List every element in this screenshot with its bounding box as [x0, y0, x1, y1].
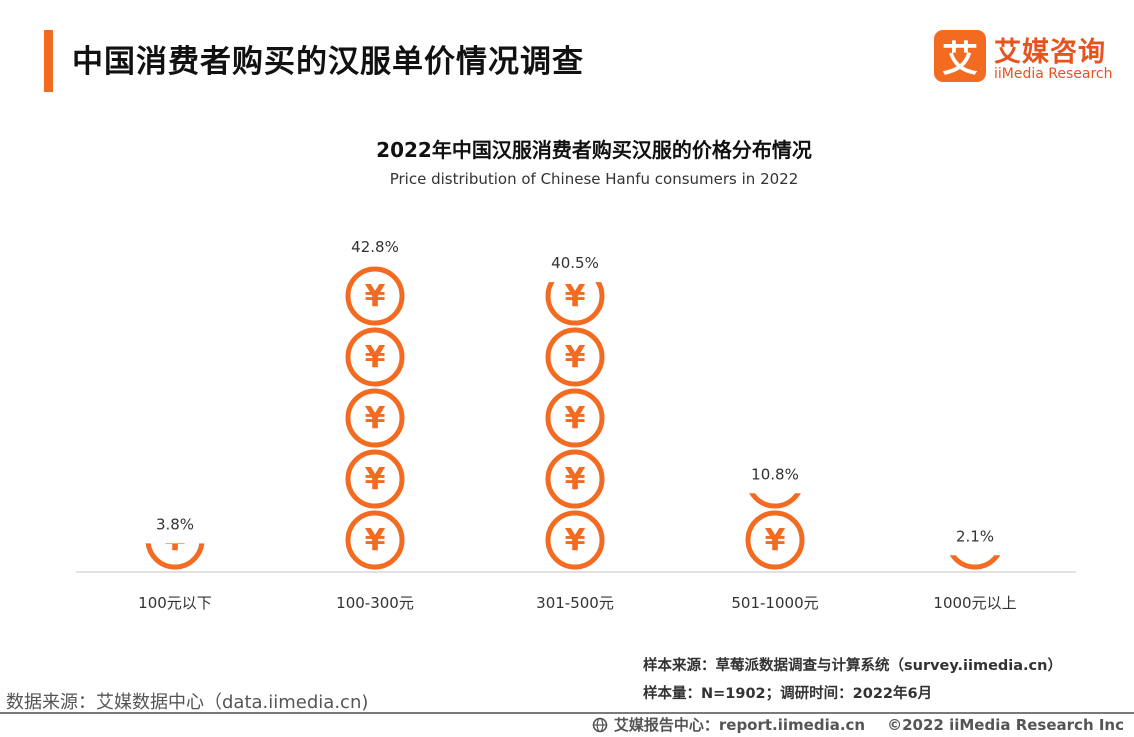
sample-size-note: 样本量：N=1902；调研时间：2022年6月 [643, 686, 933, 702]
copyright: ©2022 iiMedia Research Inc [887, 715, 1124, 734]
svg-text:¥: ¥ [165, 523, 186, 558]
yuan-coin-icon: ¥ [545, 279, 605, 326]
svg-text:¥: ¥ [765, 462, 786, 497]
data-label: 2.1% [956, 527, 994, 545]
title-accent-bar [44, 30, 53, 92]
svg-text:¥: ¥ [365, 523, 386, 558]
logo-name-cn: 艾媒咨询 [994, 37, 1106, 68]
yuan-coin-icon: ¥ [145, 523, 205, 570]
yuan-coin-icon: ¥ [949, 523, 1001, 570]
yuan-coin-icon: ¥ [345, 388, 405, 448]
svg-text:¥: ¥ [365, 340, 386, 375]
chart-subtitle: Price distribution of Chinese Hanfu cons… [389, 170, 799, 188]
category-label: 501-1000元 [731, 594, 818, 612]
chart-title: 2022年中国汉服消费者购买汉服的价格分布情况 [376, 138, 812, 162]
category-label: 100-300元 [336, 594, 414, 612]
yuan-coin-icon: ¥ [545, 388, 605, 448]
bar-2: ¥ ¥ ¥ ¥ ¥ [545, 279, 605, 570]
svg-text:¥: ¥ [365, 401, 386, 436]
logo-name-en: iiMedia Research [994, 66, 1113, 82]
globe-icon [592, 717, 608, 732]
bar-4: ¥ [949, 523, 1001, 570]
logo-mark-icon: 艾 [934, 30, 986, 82]
svg-text:¥: ¥ [565, 462, 586, 497]
svg-text:¥: ¥ [565, 340, 586, 375]
yuan-coin-icon: ¥ [545, 449, 605, 509]
page-title: 中国消费者购买的汉服单价情况调查 [72, 44, 584, 80]
data-source: 数据来源：艾媒数据中心（data.iimedia.cn) [6, 692, 369, 713]
data-label: 3.8% [156, 515, 194, 533]
svg-text:¥: ¥ [765, 523, 786, 558]
footer-credits: 艾媒报告中心：report.iimedia.cn ©2022 iiMedia R… [592, 714, 1124, 735]
yuan-coin-icon: ¥ [345, 327, 405, 387]
iimedia-logo: 艾 艾媒咨询 iiMedia Research [934, 30, 1124, 86]
yuan-coin-icon: ¥ [345, 266, 405, 326]
yuan-coin-icon: ¥ [345, 510, 405, 570]
bar-3: ¥¥ [745, 462, 805, 570]
svg-text:¥: ¥ [565, 523, 586, 558]
data-label: 40.5% [551, 254, 599, 272]
yuan-coin-icon: ¥ [345, 449, 405, 509]
bar-0: ¥ [145, 523, 205, 570]
footer-divider [0, 712, 1134, 714]
category-label: 100元以下 [138, 594, 212, 612]
bar-1: ¥ ¥ ¥ ¥ ¥ [345, 266, 405, 570]
svg-text:¥: ¥ [365, 279, 386, 314]
category-label: 301-500元 [536, 594, 614, 612]
svg-text:¥: ¥ [365, 462, 386, 497]
yuan-coin-icon: ¥ [545, 327, 605, 387]
yuan-coin-icon: ¥ [545, 510, 605, 570]
category-label: 1000元以上 [933, 594, 1016, 612]
yuan-coin-icon: ¥ [749, 462, 801, 509]
svg-text:¥: ¥ [565, 401, 586, 436]
data-label: 10.8% [751, 465, 799, 483]
svg-text:¥: ¥ [565, 279, 586, 314]
price-distribution-chart: ¥3.8%100元以下¥¥¥¥¥42.8%100-300元¥¥¥¥¥40.5%3… [76, 238, 1076, 612]
svg-text:¥: ¥ [965, 523, 986, 558]
yuan-coin-icon: ¥ [745, 510, 805, 570]
data-label: 42.8% [351, 238, 399, 256]
report-center-link[interactable]: 艾媒报告中心：report.iimedia.cn [613, 716, 866, 734]
sample-source-note: 样本来源：草莓派数据调查与计算系统（survey.iimedia.cn） [643, 658, 1062, 674]
